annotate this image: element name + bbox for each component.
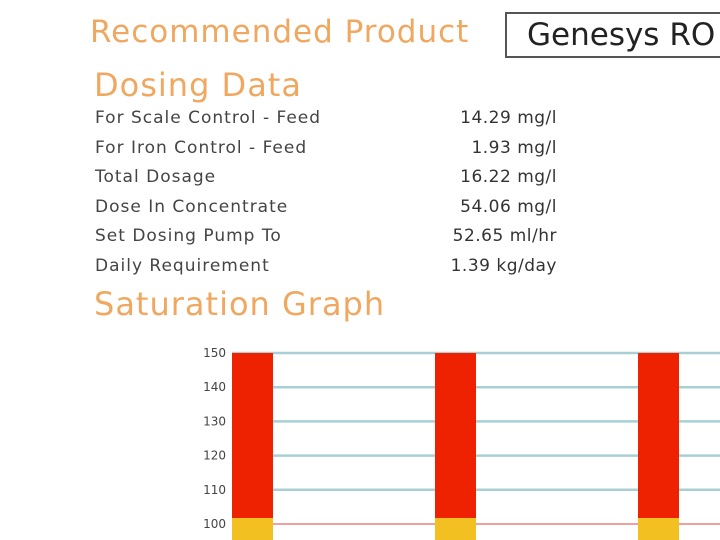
- dose-value: 1.93 mg/l: [471, 137, 557, 158]
- dosing-table: For Scale Control - Feed 14.29 mg/l For …: [95, 106, 565, 283]
- dose-value: 16.22 mg/l: [460, 167, 557, 187]
- y-tick-label: 120: [203, 449, 226, 463]
- y-tick-label: 100: [203, 517, 226, 531]
- bar: [435, 353, 476, 518]
- dose-label: For Scale Control - Feed: [95, 108, 322, 128]
- dose-value: 1.39 kg/day: [450, 255, 557, 276]
- recommended-product-label: Recommended Product: [90, 14, 470, 50]
- dose-label: Total Dosage: [95, 167, 217, 187]
- bar-low-segment: [435, 518, 476, 540]
- dose-label: Set Dosing Pump To: [95, 226, 282, 246]
- dose-row-total-dosage: Total Dosage 16.22 mg/l: [95, 165, 565, 195]
- y-tick-label: 130: [203, 414, 226, 428]
- dose-value: 14.29 mg/l: [460, 108, 557, 128]
- dose-label: Daily Requirement: [95, 255, 270, 276]
- dose-value: 54.06 mg/l: [460, 196, 557, 217]
- dose-row-daily-requirement: Daily Requirement 1.39 kg/day: [95, 254, 565, 284]
- saturation-graph-heading: Saturation Graph: [94, 285, 386, 323]
- y-tick-label: 140: [203, 380, 226, 394]
- product-selector[interactable]: Genesys RO: [505, 12, 720, 58]
- y-tick-label: 150: [203, 346, 226, 360]
- dose-row-scale-control: For Scale Control - Feed 14.29 mg/l: [95, 106, 565, 136]
- y-tick-label: 110: [203, 483, 226, 497]
- dose-row-concentrate: Dose In Concentrate 54.06 mg/l: [95, 195, 565, 225]
- dose-row-pump-rate: Set Dosing Pump To 52.65 ml/hr: [95, 224, 565, 254]
- bar-low-segment: [232, 518, 273, 540]
- dosing-data-heading: Dosing Data: [94, 66, 302, 104]
- dose-label: Dose In Concentrate: [95, 196, 289, 217]
- bar: [232, 353, 273, 518]
- dose-label: For Iron Control - Feed: [95, 137, 308, 158]
- bar: [638, 353, 679, 518]
- dose-value: 52.65 ml/hr: [452, 226, 557, 246]
- dose-row-iron-control: For Iron Control - Feed 1.93 mg/l: [95, 136, 565, 166]
- bar-low-segment: [638, 518, 679, 540]
